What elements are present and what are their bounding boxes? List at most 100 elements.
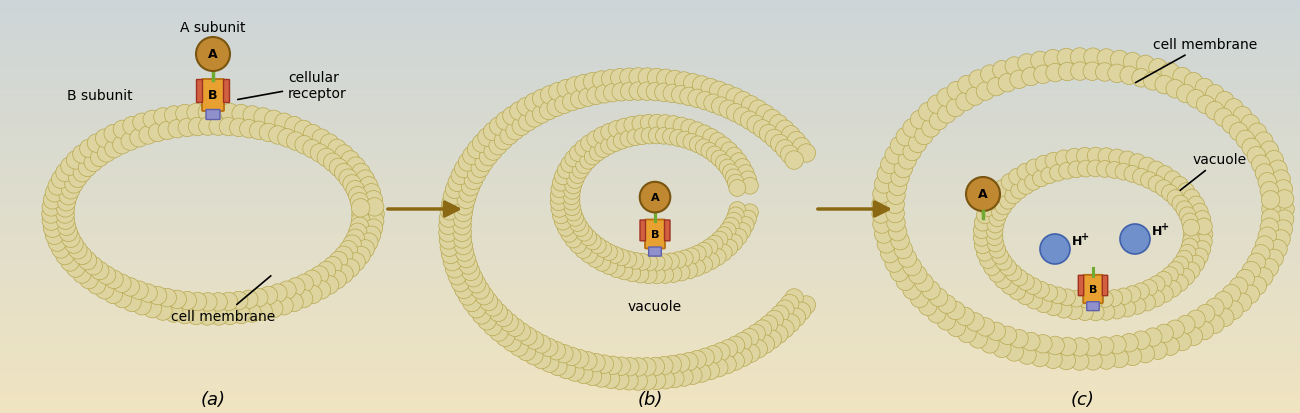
Circle shape: [703, 95, 723, 113]
Circle shape: [715, 155, 732, 172]
Circle shape: [560, 157, 577, 173]
Circle shape: [637, 83, 656, 101]
Circle shape: [472, 135, 491, 153]
Circle shape: [286, 133, 306, 151]
Circle shape: [641, 267, 656, 284]
Circle shape: [1018, 178, 1035, 195]
Bar: [0, 311, 1300, 314]
Circle shape: [1022, 68, 1040, 86]
Circle shape: [78, 159, 96, 177]
Text: A subunit: A subunit: [181, 21, 246, 35]
Circle shape: [121, 133, 139, 151]
Text: cellular
receptor: cellular receptor: [238, 71, 347, 101]
Circle shape: [549, 83, 567, 102]
Circle shape: [558, 162, 575, 179]
Bar: [0, 182, 1300, 185]
Circle shape: [1034, 335, 1052, 353]
Circle shape: [148, 287, 166, 305]
Circle shape: [1044, 50, 1062, 69]
Circle shape: [1171, 177, 1188, 194]
Circle shape: [711, 232, 728, 248]
Circle shape: [1032, 282, 1049, 299]
Circle shape: [56, 211, 74, 230]
Circle shape: [1258, 228, 1277, 246]
Bar: [0, 286, 1300, 289]
Bar: [0, 361, 1300, 363]
Circle shape: [558, 220, 575, 237]
Circle shape: [1066, 303, 1083, 320]
Circle shape: [1187, 310, 1205, 329]
Circle shape: [771, 135, 789, 154]
Circle shape: [601, 138, 618, 155]
Circle shape: [467, 141, 486, 159]
Circle shape: [311, 266, 329, 285]
Circle shape: [703, 129, 720, 146]
Circle shape: [1178, 269, 1195, 286]
Circle shape: [976, 245, 993, 261]
Circle shape: [61, 157, 79, 176]
Circle shape: [763, 330, 781, 349]
Circle shape: [1196, 226, 1213, 243]
Circle shape: [614, 133, 630, 150]
Circle shape: [104, 125, 122, 143]
Circle shape: [638, 372, 656, 390]
Circle shape: [52, 171, 70, 189]
Circle shape: [552, 207, 569, 224]
Circle shape: [749, 101, 767, 119]
Circle shape: [994, 272, 1011, 289]
Bar: [0, 333, 1300, 336]
Circle shape: [641, 128, 658, 145]
Circle shape: [551, 181, 568, 198]
Circle shape: [439, 209, 458, 228]
Circle shape: [715, 244, 732, 261]
Circle shape: [1109, 302, 1126, 319]
Circle shape: [274, 297, 294, 315]
FancyBboxPatch shape: [664, 221, 670, 241]
Circle shape: [1188, 197, 1205, 214]
Circle shape: [269, 126, 287, 145]
Circle shape: [666, 71, 684, 90]
Circle shape: [585, 233, 601, 250]
Bar: [0, 212, 1300, 215]
Circle shape: [474, 287, 494, 305]
Circle shape: [463, 294, 481, 312]
Bar: [0, 50, 1300, 52]
Text: A: A: [650, 192, 659, 203]
Circle shape: [710, 249, 727, 266]
Circle shape: [607, 247, 624, 264]
Circle shape: [593, 369, 611, 387]
Circle shape: [448, 173, 467, 192]
Circle shape: [303, 125, 322, 143]
Circle shape: [1205, 102, 1225, 121]
Circle shape: [711, 151, 728, 168]
Circle shape: [1005, 264, 1022, 281]
Circle shape: [671, 86, 690, 104]
Circle shape: [740, 211, 757, 228]
Circle shape: [1049, 165, 1066, 182]
Circle shape: [143, 111, 161, 129]
Circle shape: [1096, 64, 1114, 82]
Circle shape: [455, 280, 473, 299]
Circle shape: [903, 258, 922, 276]
Circle shape: [584, 367, 602, 386]
Circle shape: [1070, 49, 1089, 67]
Bar: [0, 33, 1300, 36]
Bar: [0, 124, 1300, 127]
Circle shape: [602, 370, 620, 389]
Circle shape: [578, 352, 597, 370]
Circle shape: [1225, 301, 1243, 320]
Circle shape: [462, 178, 480, 197]
Circle shape: [1183, 190, 1200, 206]
Circle shape: [1166, 320, 1184, 339]
Circle shape: [230, 119, 248, 137]
Circle shape: [1275, 190, 1294, 209]
Circle shape: [649, 115, 666, 132]
Bar: [0, 204, 1300, 206]
Circle shape: [317, 262, 335, 280]
Circle shape: [1274, 180, 1292, 199]
Bar: [0, 259, 1300, 261]
Circle shape: [1140, 280, 1157, 297]
Circle shape: [979, 200, 996, 217]
Circle shape: [594, 128, 611, 144]
Circle shape: [719, 340, 737, 358]
